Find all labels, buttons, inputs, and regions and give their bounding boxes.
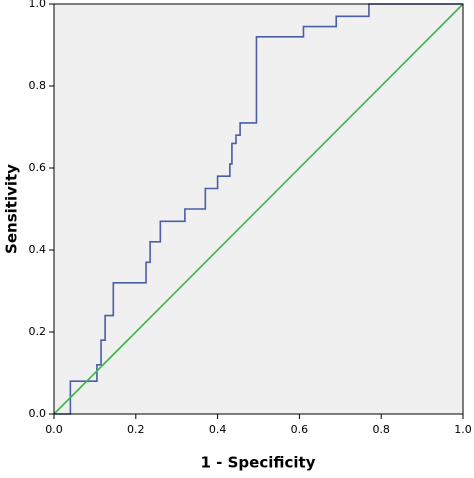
y-tick-label: 0.0 (29, 407, 47, 420)
x-tick-label: 0.4 (209, 423, 227, 436)
curve (53, 3, 464, 415)
plot-border (53, 3, 464, 415)
x-tick-label: 0.8 (372, 423, 390, 436)
y-tick-label: 0.8 (29, 79, 47, 92)
y-tick-label: 1.0 (29, 0, 47, 10)
curve (54, 3, 463, 415)
y-tick-label: 0.6 (29, 161, 47, 174)
x-tick-label: 1.0 (454, 423, 472, 436)
y-tick-label: 0.2 (29, 325, 47, 338)
x-tick-label: 0.2 (127, 423, 145, 436)
y-axis-title: Sensitivity (3, 164, 21, 254)
y-tick-label: 0.4 (29, 243, 47, 256)
x-tick-label: 0.6 (291, 423, 309, 436)
x-axis-title: 1 - Specificity (201, 454, 316, 472)
x-tick-label: 0.0 (45, 423, 63, 436)
